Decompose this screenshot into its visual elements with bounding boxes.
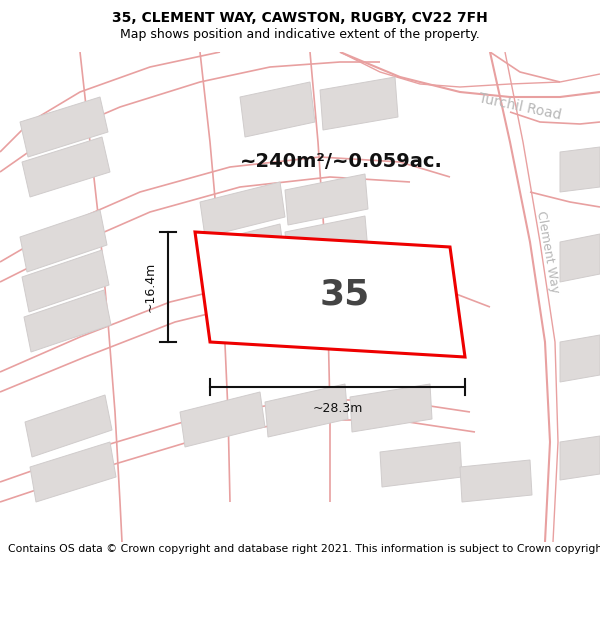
Polygon shape	[285, 174, 368, 225]
Polygon shape	[195, 232, 465, 357]
Text: ~16.4m: ~16.4m	[143, 262, 157, 312]
Text: ~28.3m: ~28.3m	[313, 402, 362, 416]
Text: Clement Way: Clement Way	[535, 210, 562, 294]
Polygon shape	[560, 335, 600, 382]
Text: 35: 35	[320, 278, 370, 311]
Polygon shape	[25, 395, 112, 457]
Polygon shape	[30, 442, 116, 502]
Polygon shape	[320, 77, 398, 130]
Polygon shape	[560, 436, 600, 480]
Polygon shape	[22, 250, 109, 312]
Text: 35, CLEMENT WAY, CAWSTON, RUGBY, CV22 7FH: 35, CLEMENT WAY, CAWSTON, RUGBY, CV22 7F…	[112, 11, 488, 26]
Text: Map shows position and indicative extent of the property.: Map shows position and indicative extent…	[120, 28, 480, 41]
Polygon shape	[20, 210, 107, 272]
Polygon shape	[560, 147, 600, 192]
Text: ~240m²/~0.059ac.: ~240m²/~0.059ac.	[240, 152, 443, 171]
Polygon shape	[285, 216, 368, 267]
Polygon shape	[560, 234, 600, 282]
Polygon shape	[240, 82, 315, 137]
Polygon shape	[350, 384, 432, 432]
Polygon shape	[380, 442, 462, 487]
Polygon shape	[200, 182, 285, 237]
Polygon shape	[200, 224, 285, 279]
Text: Turchil Road: Turchil Road	[478, 91, 563, 123]
Polygon shape	[20, 97, 108, 157]
Text: Contains OS data © Crown copyright and database right 2021. This information is : Contains OS data © Crown copyright and d…	[8, 544, 600, 554]
Polygon shape	[22, 137, 110, 197]
Polygon shape	[24, 290, 111, 352]
Polygon shape	[265, 384, 348, 437]
Polygon shape	[180, 392, 265, 447]
Polygon shape	[460, 460, 532, 502]
